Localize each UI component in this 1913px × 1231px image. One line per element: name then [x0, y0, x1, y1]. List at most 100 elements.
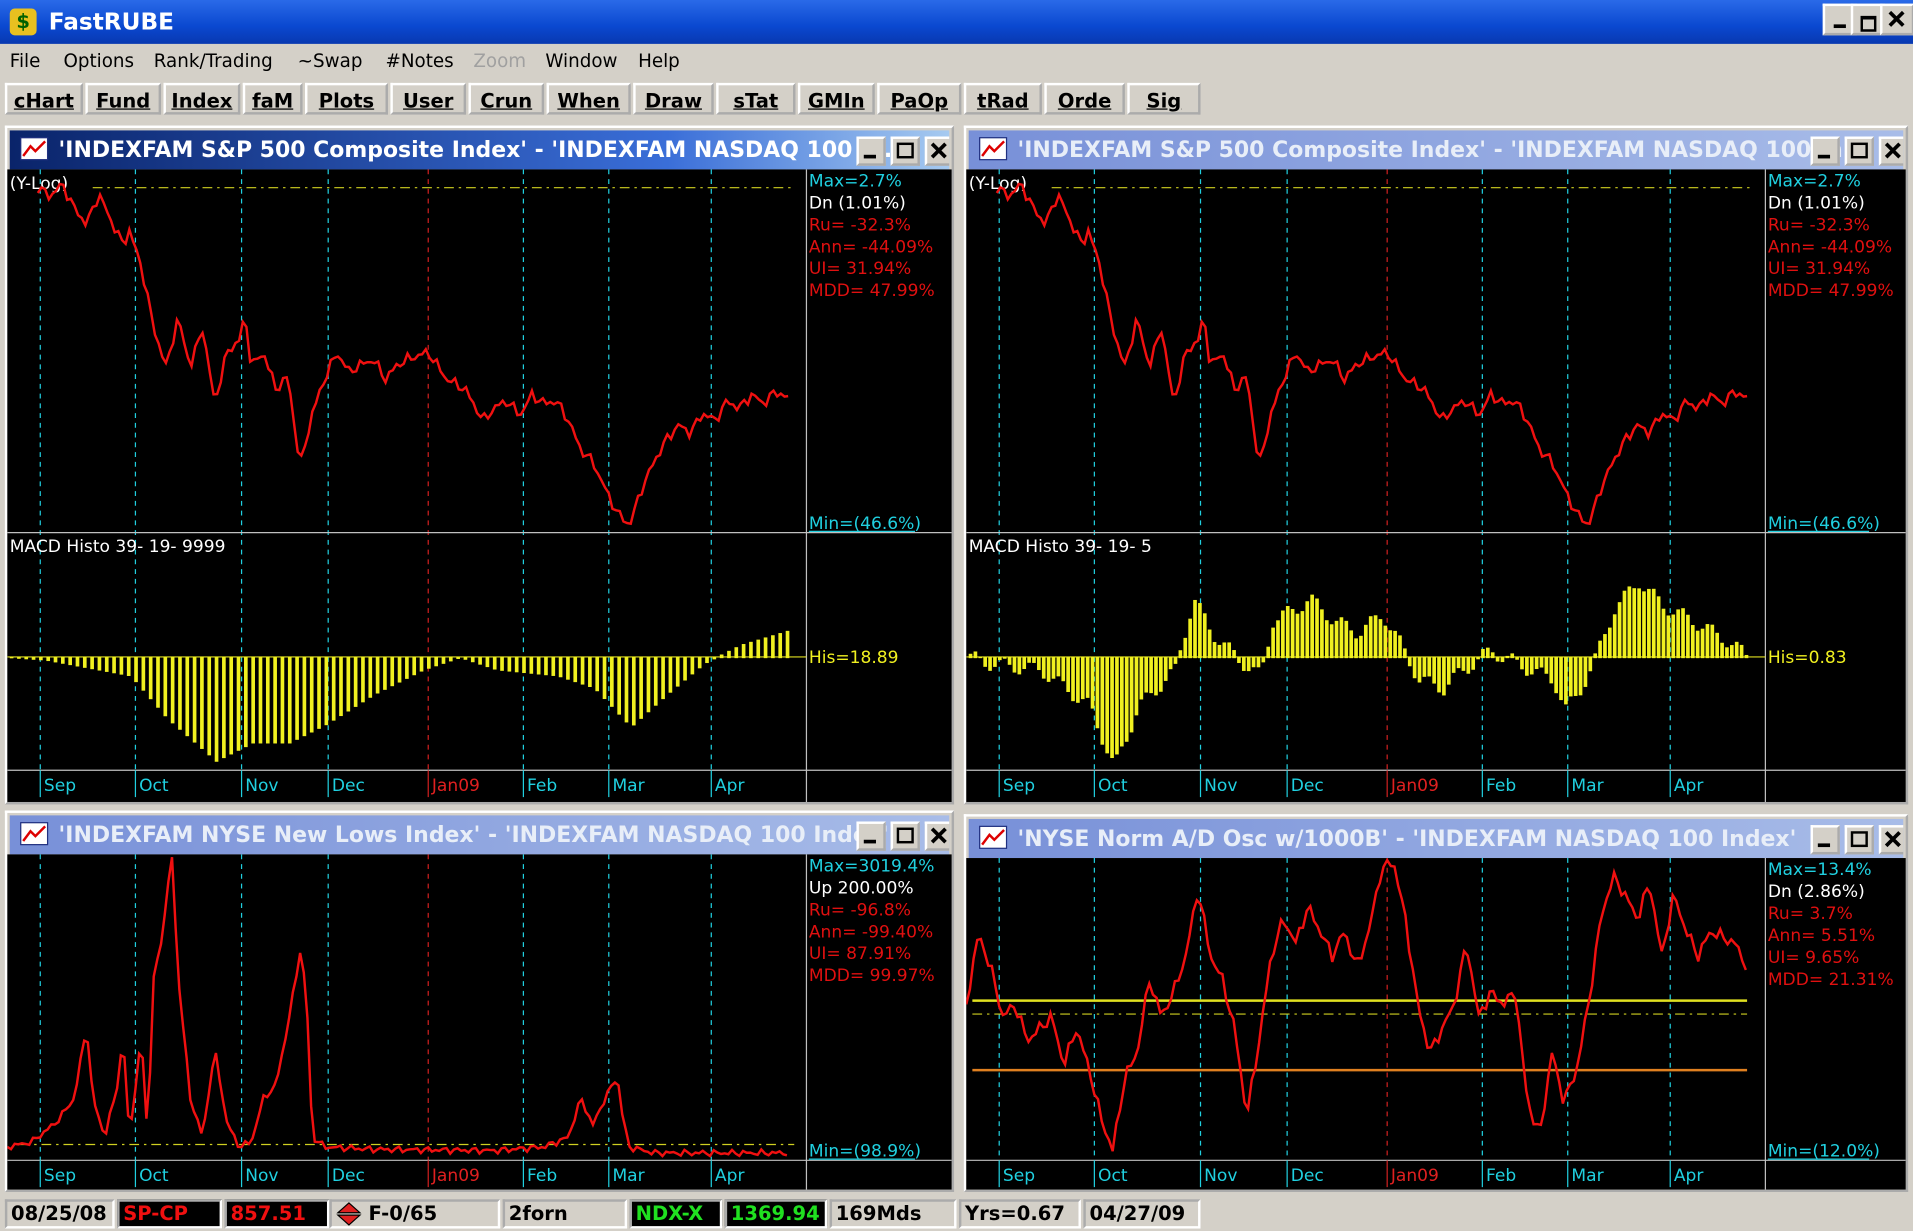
histogram-bar: [1037, 656, 1041, 671]
histogram-bar: [1495, 656, 1500, 662]
histogram-bar: [551, 656, 556, 676]
histogram-bar: [1207, 629, 1212, 659]
histogram-bar: [1227, 642, 1232, 659]
toolbar-button[interactable]: Fund: [85, 82, 162, 115]
histogram-bar: [405, 656, 409, 679]
window-maximize-button[interactable]: [1844, 136, 1874, 166]
histogram-bar: [31, 656, 36, 660]
menu-item[interactable]: Zoom: [473, 49, 527, 72]
histogram-bar: [1456, 656, 1461, 669]
toolbar-button[interactable]: Orde: [1044, 82, 1125, 115]
glyph: [1817, 843, 1831, 848]
restore-button[interactable]: [1850, 3, 1885, 36]
histogram-bar: [1510, 653, 1515, 659]
histogram-bar: [1603, 634, 1607, 659]
histogram-bar: [993, 656, 997, 667]
toolbar-button[interactable]: tRad: [963, 82, 1042, 115]
histogram-bar: [1739, 644, 1744, 659]
glyph: [863, 839, 876, 844]
histogram-bar: [1642, 591, 1646, 659]
toolbar-button[interactable]: PaOp: [877, 82, 962, 115]
month-label: Mar: [1571, 1166, 1604, 1186]
histogram-bar: [1715, 632, 1720, 659]
maximize-glyph: [1850, 831, 1868, 848]
window-maximize-button[interactable]: [890, 136, 920, 166]
menu-item[interactable]: File: [9, 49, 41, 72]
histogram-bar: [1237, 656, 1241, 664]
toolbar-button[interactable]: Draw: [633, 82, 714, 115]
histogram-bar: [1476, 656, 1480, 660]
histogram-bar: [1061, 656, 1066, 682]
histogram-bar: [192, 656, 197, 743]
histogram-bar: [1315, 598, 1319, 659]
month-label: Dec: [1291, 776, 1324, 796]
histogram-bar: [1285, 605, 1290, 659]
menu-item[interactable]: Window: [545, 49, 618, 72]
menu-item[interactable]: ~Swap: [297, 49, 363, 72]
window-minimize-button[interactable]: [856, 136, 886, 166]
histogram-bar: [697, 656, 702, 669]
toolbar-button[interactable]: When: [546, 82, 631, 115]
histogram-bar: [1637, 588, 1641, 659]
histogram-bar: [1710, 624, 1715, 659]
menu-item[interactable]: #Notes: [385, 49, 454, 72]
window-close-button[interactable]: [924, 821, 950, 851]
histogram-bar: [478, 656, 482, 665]
menu-item[interactable]: Help: [638, 49, 680, 72]
window-close-button[interactable]: [924, 136, 950, 166]
status-field: Yrs=0.67: [958, 1199, 1081, 1229]
window-minimize-button[interactable]: [1810, 136, 1840, 166]
toolbar-button[interactable]: cHart: [4, 82, 83, 115]
histogram-bar: [1076, 656, 1080, 703]
pane: MACD Histo 39- 19- 5 His=0.83: [966, 537, 1847, 759]
window-close-button[interactable]: [1878, 825, 1904, 855]
histogram-bar: [1246, 656, 1251, 672]
histogram-bar: [778, 633, 783, 659]
histogram-bar: [1134, 656, 1139, 716]
close-glyph: [930, 827, 947, 844]
menu-item[interactable]: Options: [63, 49, 135, 72]
histogram-bar: [1271, 627, 1275, 659]
stat-label: Ann= -44.09%: [1768, 237, 1892, 257]
histogram-bar: [397, 656, 402, 683]
menu-item[interactable]: Rank/Trading: [153, 49, 273, 72]
glyph: [896, 827, 914, 844]
histogram-bar: [1310, 594, 1314, 659]
histogram-bar: [441, 656, 446, 664]
toolbar-button[interactable]: User: [390, 82, 467, 115]
histogram-value: His=0.83: [1768, 648, 1847, 668]
pane-label: (Y-Log): [10, 174, 68, 194]
stat-label: Dn (2.86%): [1768, 882, 1865, 902]
toolbar-button[interactable]: Sig: [1127, 82, 1201, 115]
histogram-bar: [983, 656, 988, 667]
window-maximize-button[interactable]: [1844, 825, 1874, 855]
histogram-bar: [1193, 599, 1197, 659]
histogram-bar: [309, 656, 314, 733]
toolbar-button[interactable]: Index: [163, 82, 241, 115]
price-line: [36, 182, 789, 526]
toolbar-button[interactable]: GMIn: [797, 82, 875, 115]
toolbar-button[interactable]: faM: [242, 82, 303, 115]
histogram-bar: [1403, 648, 1407, 659]
glyph: [1817, 154, 1831, 159]
month-label: Nov: [245, 776, 278, 796]
histogram-bar: [1485, 647, 1490, 659]
window-close-button[interactable]: [1878, 136, 1904, 166]
window-maximize-button[interactable]: [890, 821, 920, 851]
histogram-bar: [544, 656, 548, 676]
toolbar-button[interactable]: sTat: [716, 82, 796, 115]
histogram-bar: [46, 656, 51, 662]
month-label: Oct: [1098, 776, 1128, 796]
glyph: [930, 827, 947, 844]
window-minimize-button[interactable]: [1810, 825, 1840, 855]
histogram-bar: [1232, 650, 1236, 659]
histogram-bar: [1115, 656, 1119, 755]
close-button[interactable]: [1880, 3, 1913, 36]
status-bar: 08/25/08 SP-CP 857.51 F-0/65 2forn NDX-X 1369.…: [0, 1197, 1913, 1231]
histogram-bar: [90, 656, 94, 670]
close-glyph: [1884, 142, 1901, 159]
toolbar-button[interactable]: Crun: [468, 82, 545, 115]
histogram-bar: [104, 656, 109, 672]
toolbar-button[interactable]: Plots: [305, 82, 388, 115]
window-minimize-button[interactable]: [856, 821, 886, 851]
